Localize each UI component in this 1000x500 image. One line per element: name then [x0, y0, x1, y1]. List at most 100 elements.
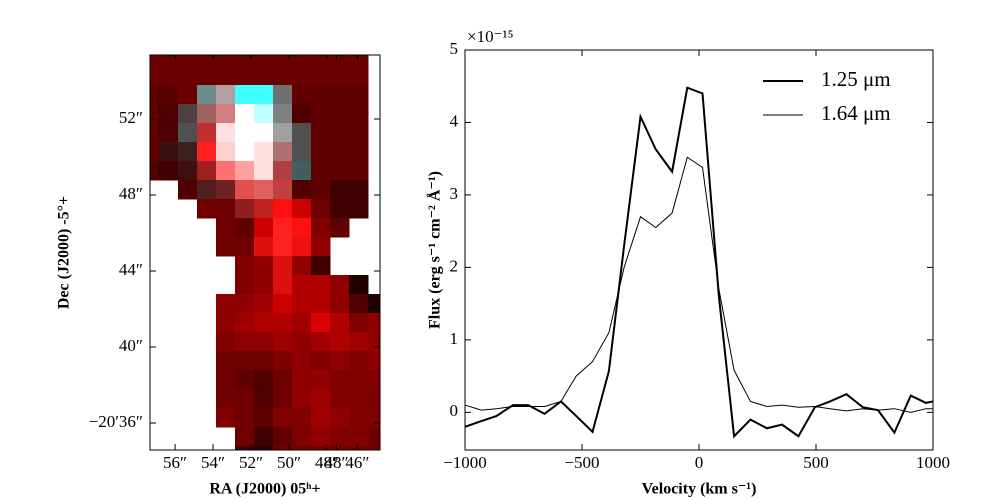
- pixel: [178, 161, 198, 181]
- pixel: [368, 389, 380, 409]
- pixel: [235, 142, 255, 162]
- pixel: [349, 55, 369, 67]
- x-axis-label: Velocity (km s⁻¹): [642, 481, 757, 498]
- pixel: [330, 275, 350, 295]
- pixel: [178, 85, 198, 105]
- pixel: [311, 370, 331, 390]
- pixel: [150, 161, 160, 181]
- pixel: [311, 256, 331, 276]
- pixel: [216, 199, 236, 219]
- pixel: [254, 161, 274, 181]
- pixel: [349, 370, 369, 390]
- pixel: [273, 123, 293, 143]
- pixel: [254, 104, 274, 124]
- pixel: [349, 104, 369, 124]
- y-axis-label: Dec (J2000) -5°+: [56, 196, 73, 309]
- pixel: [330, 313, 350, 333]
- pixel: [292, 237, 312, 257]
- pixel: [216, 55, 236, 67]
- pixel: [292, 104, 312, 124]
- x-tick-label: 48″: [315, 453, 339, 472]
- y-tick-label: 2: [450, 256, 459, 275]
- x-tick-label: 48″: [324, 453, 348, 472]
- pixel: [273, 370, 293, 390]
- pixel: [311, 66, 331, 86]
- pixel: [254, 123, 274, 143]
- pixel: [292, 389, 312, 409]
- pixel: [235, 55, 255, 67]
- x-tick-label: 500: [803, 453, 829, 472]
- pixel: [235, 218, 255, 238]
- pixel: [330, 161, 350, 181]
- pixel: [330, 294, 350, 314]
- pixel: [216, 370, 236, 390]
- image: [150, 55, 380, 450]
- pixel: [330, 370, 350, 390]
- axes-frame: [149, 54, 381, 451]
- pixel: [273, 351, 293, 371]
- pixel: [254, 275, 274, 295]
- pixel: [254, 85, 274, 105]
- pixel: [330, 85, 350, 105]
- pixel: [273, 55, 293, 67]
- pixel: [235, 161, 255, 181]
- pixel: [330, 218, 350, 238]
- pixel: [311, 275, 331, 295]
- pixel: [273, 199, 293, 219]
- pixel: [292, 408, 312, 428]
- pixel: [254, 351, 274, 371]
- pixel: [235, 66, 255, 86]
- pixel: [216, 313, 236, 333]
- pixel: [349, 351, 369, 371]
- pixel: [235, 427, 255, 447]
- pixel: [216, 66, 236, 86]
- pixel: [349, 123, 369, 143]
- pixel: [235, 275, 255, 295]
- pixel: [254, 256, 274, 276]
- y-tick-label: −20′36″: [89, 412, 143, 431]
- pixel: [292, 123, 312, 143]
- y-axis-label: Flux (erg s⁻¹ cm⁻² Å⁻¹): [426, 171, 444, 329]
- pixel: [235, 370, 255, 390]
- x-tick-label: 52″: [239, 453, 263, 472]
- y-tick-label: 44″: [119, 260, 143, 279]
- pixel: [349, 199, 369, 219]
- pixel: [254, 66, 274, 86]
- pixel: [178, 123, 198, 143]
- pixel: [254, 199, 274, 219]
- pixel: [311, 351, 331, 371]
- pixel: [273, 142, 293, 162]
- pixel: [273, 180, 293, 200]
- pixel: [197, 123, 217, 143]
- pixel: [311, 332, 331, 352]
- pixel: [150, 123, 160, 143]
- pixel: [197, 142, 217, 162]
- pixel: [216, 332, 236, 352]
- legend-label: 1.64 μm: [821, 101, 891, 125]
- pixel: [292, 199, 312, 219]
- pixel: [273, 66, 293, 86]
- pixel: [368, 370, 380, 390]
- pixel: [311, 408, 331, 428]
- pixel: [311, 104, 331, 124]
- pixel: [292, 294, 312, 314]
- pixel: [330, 66, 350, 86]
- pixel: [197, 85, 217, 105]
- pixel: [349, 313, 369, 333]
- pixel: [330, 199, 350, 219]
- pixel: [292, 332, 312, 352]
- pixel: [311, 313, 331, 333]
- pixel: [330, 180, 350, 200]
- pixel: [330, 104, 350, 124]
- pixel: [349, 275, 369, 295]
- pixel: [235, 351, 255, 371]
- pixel: [273, 427, 293, 447]
- pixel: [292, 370, 312, 390]
- pixel: [368, 446, 380, 450]
- x-tick-label: −1000: [443, 453, 487, 472]
- pixel: [159, 104, 179, 124]
- pixel: [254, 294, 274, 314]
- pixel: [216, 389, 236, 409]
- pixel: [292, 142, 312, 162]
